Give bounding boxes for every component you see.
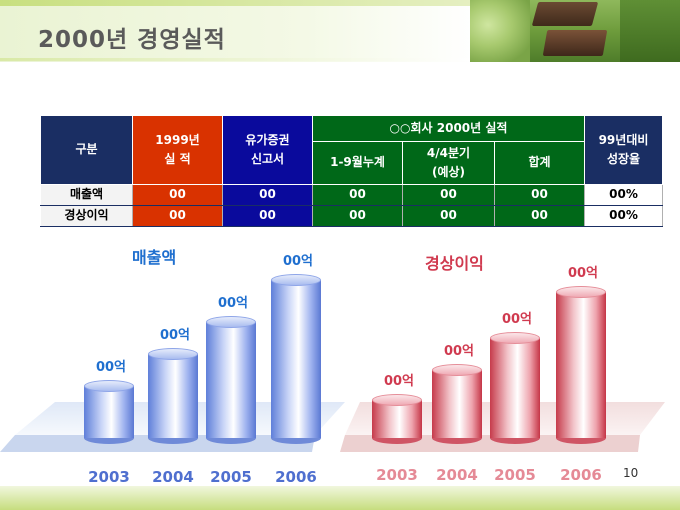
sales-year-label: 2003 — [88, 468, 130, 486]
table-row-profit: 경상이익 00 00 00 00 00 00% — [40, 204, 663, 228]
slide-footer — [0, 486, 680, 510]
profit-value-label: 00억 — [443, 344, 475, 359]
bar-cap — [372, 394, 422, 406]
profit-value-label: 00억 — [383, 374, 415, 389]
cell-q4: 00 — [402, 183, 495, 206]
cell-growth: 00% — [584, 183, 663, 206]
th-q4-line2: (예상) — [431, 164, 466, 179]
cell-growth: 00% — [584, 204, 663, 228]
bar-cap — [490, 332, 540, 344]
th-1999-line1: 1999년 — [155, 132, 200, 147]
sales-value-label: 00억 — [282, 254, 314, 269]
cell-1999: 00 — [132, 204, 223, 228]
header-accent-line — [0, 0, 470, 6]
profit-year-label: 2006 — [560, 466, 602, 484]
profit-year-label: 2005 — [494, 466, 536, 484]
bar-body — [556, 292, 606, 438]
slide-title: 2000년 경영실적 — [38, 27, 226, 53]
bar-cap — [206, 316, 256, 328]
cell-total: 00 — [494, 183, 585, 206]
bar-cap — [432, 364, 482, 376]
sales-year-label: 2006 — [275, 468, 317, 486]
cell-cum-1-9: 00 — [312, 183, 403, 206]
th-growth: 99년대비 성장율 — [584, 115, 663, 185]
header-underline — [0, 58, 470, 61]
profit-bar-2005 — [490, 332, 540, 444]
cell-securities: 00 — [222, 204, 313, 228]
photo-tree — [470, 0, 530, 62]
performance-table: 구분 1999년 실 적 유가증권 신고서 ○○회사 2000년 실적 99년대… — [40, 114, 663, 228]
sales-value-label: 00억 — [159, 328, 191, 343]
bar-body — [432, 370, 482, 438]
profit-year-label: 2004 — [436, 466, 478, 484]
profit-value-label: 00억 — [567, 266, 599, 281]
bar-body — [148, 354, 198, 438]
photo-bench-upper — [531, 2, 599, 26]
th-1999: 1999년 실 적 — [132, 115, 223, 185]
th-1999-line2: 실 적 — [164, 151, 191, 166]
th-growth-line2: 성장율 — [606, 151, 641, 166]
profit-year-label: 2003 — [376, 466, 418, 484]
th-company-2000: ○○회사 2000년 실적 — [312, 114, 585, 143]
row-label: 매출액 — [40, 183, 133, 206]
bar-cap — [556, 286, 606, 298]
sales-bar-2003 — [84, 380, 134, 444]
sales-value-label: 00억 — [217, 296, 249, 311]
header-park-photo — [470, 0, 680, 62]
bar-body — [84, 386, 134, 438]
slide-header: 2000년 경영실적 — [0, 0, 680, 62]
sales-chart-title: 매출액 — [132, 248, 177, 267]
photo-grass — [620, 0, 680, 62]
cell-total: 00 — [494, 204, 585, 228]
profit-bar-2004 — [432, 364, 482, 444]
th-securities-line1: 유가증권 — [245, 132, 290, 147]
th-securities-line2: 신고서 — [250, 151, 285, 166]
th-total: 합계 — [494, 141, 585, 185]
sales-bar-2006 — [271, 274, 321, 444]
cell-cum-1-9: 00 — [312, 204, 403, 228]
th-securities: 유가증권 신고서 — [222, 115, 313, 185]
table-row-sales: 매출액 00 00 00 00 00 00% — [40, 183, 663, 206]
photo-bench-lower — [542, 30, 608, 56]
bar-body — [372, 400, 422, 438]
bar-cap — [271, 274, 321, 286]
th-q4-line1: 4/4분기 — [426, 145, 471, 160]
th-q4: 4/4분기 (예상) — [402, 141, 495, 185]
sales-bar-2004 — [148, 348, 198, 444]
sales-year-label: 2005 — [210, 468, 252, 486]
sales-year-label: 2004 — [152, 468, 194, 486]
bar-body — [271, 280, 321, 438]
bar-cap — [84, 380, 134, 392]
cell-1999: 00 — [132, 183, 223, 206]
profit-bar-2003 — [372, 394, 422, 444]
th-cum-1-9: 1-9월누계 — [312, 141, 403, 185]
cell-securities: 00 — [222, 183, 313, 206]
profit-bar-2006 — [556, 286, 606, 444]
bar-cap — [148, 348, 198, 360]
profit-chart-title: 경상이익 — [425, 254, 484, 273]
th-category: 구분 — [40, 115, 133, 185]
sales-bar-2005 — [206, 316, 256, 444]
th-growth-line1: 99년대비 — [598, 132, 649, 147]
cell-q4: 00 — [402, 204, 495, 228]
bar-body — [490, 338, 540, 438]
row-label: 경상이익 — [40, 204, 133, 228]
sales-value-label: 00억 — [95, 360, 127, 375]
profit-value-label: 00억 — [501, 312, 533, 327]
bar-body — [206, 322, 256, 438]
page-number: 10 — [623, 466, 639, 480]
